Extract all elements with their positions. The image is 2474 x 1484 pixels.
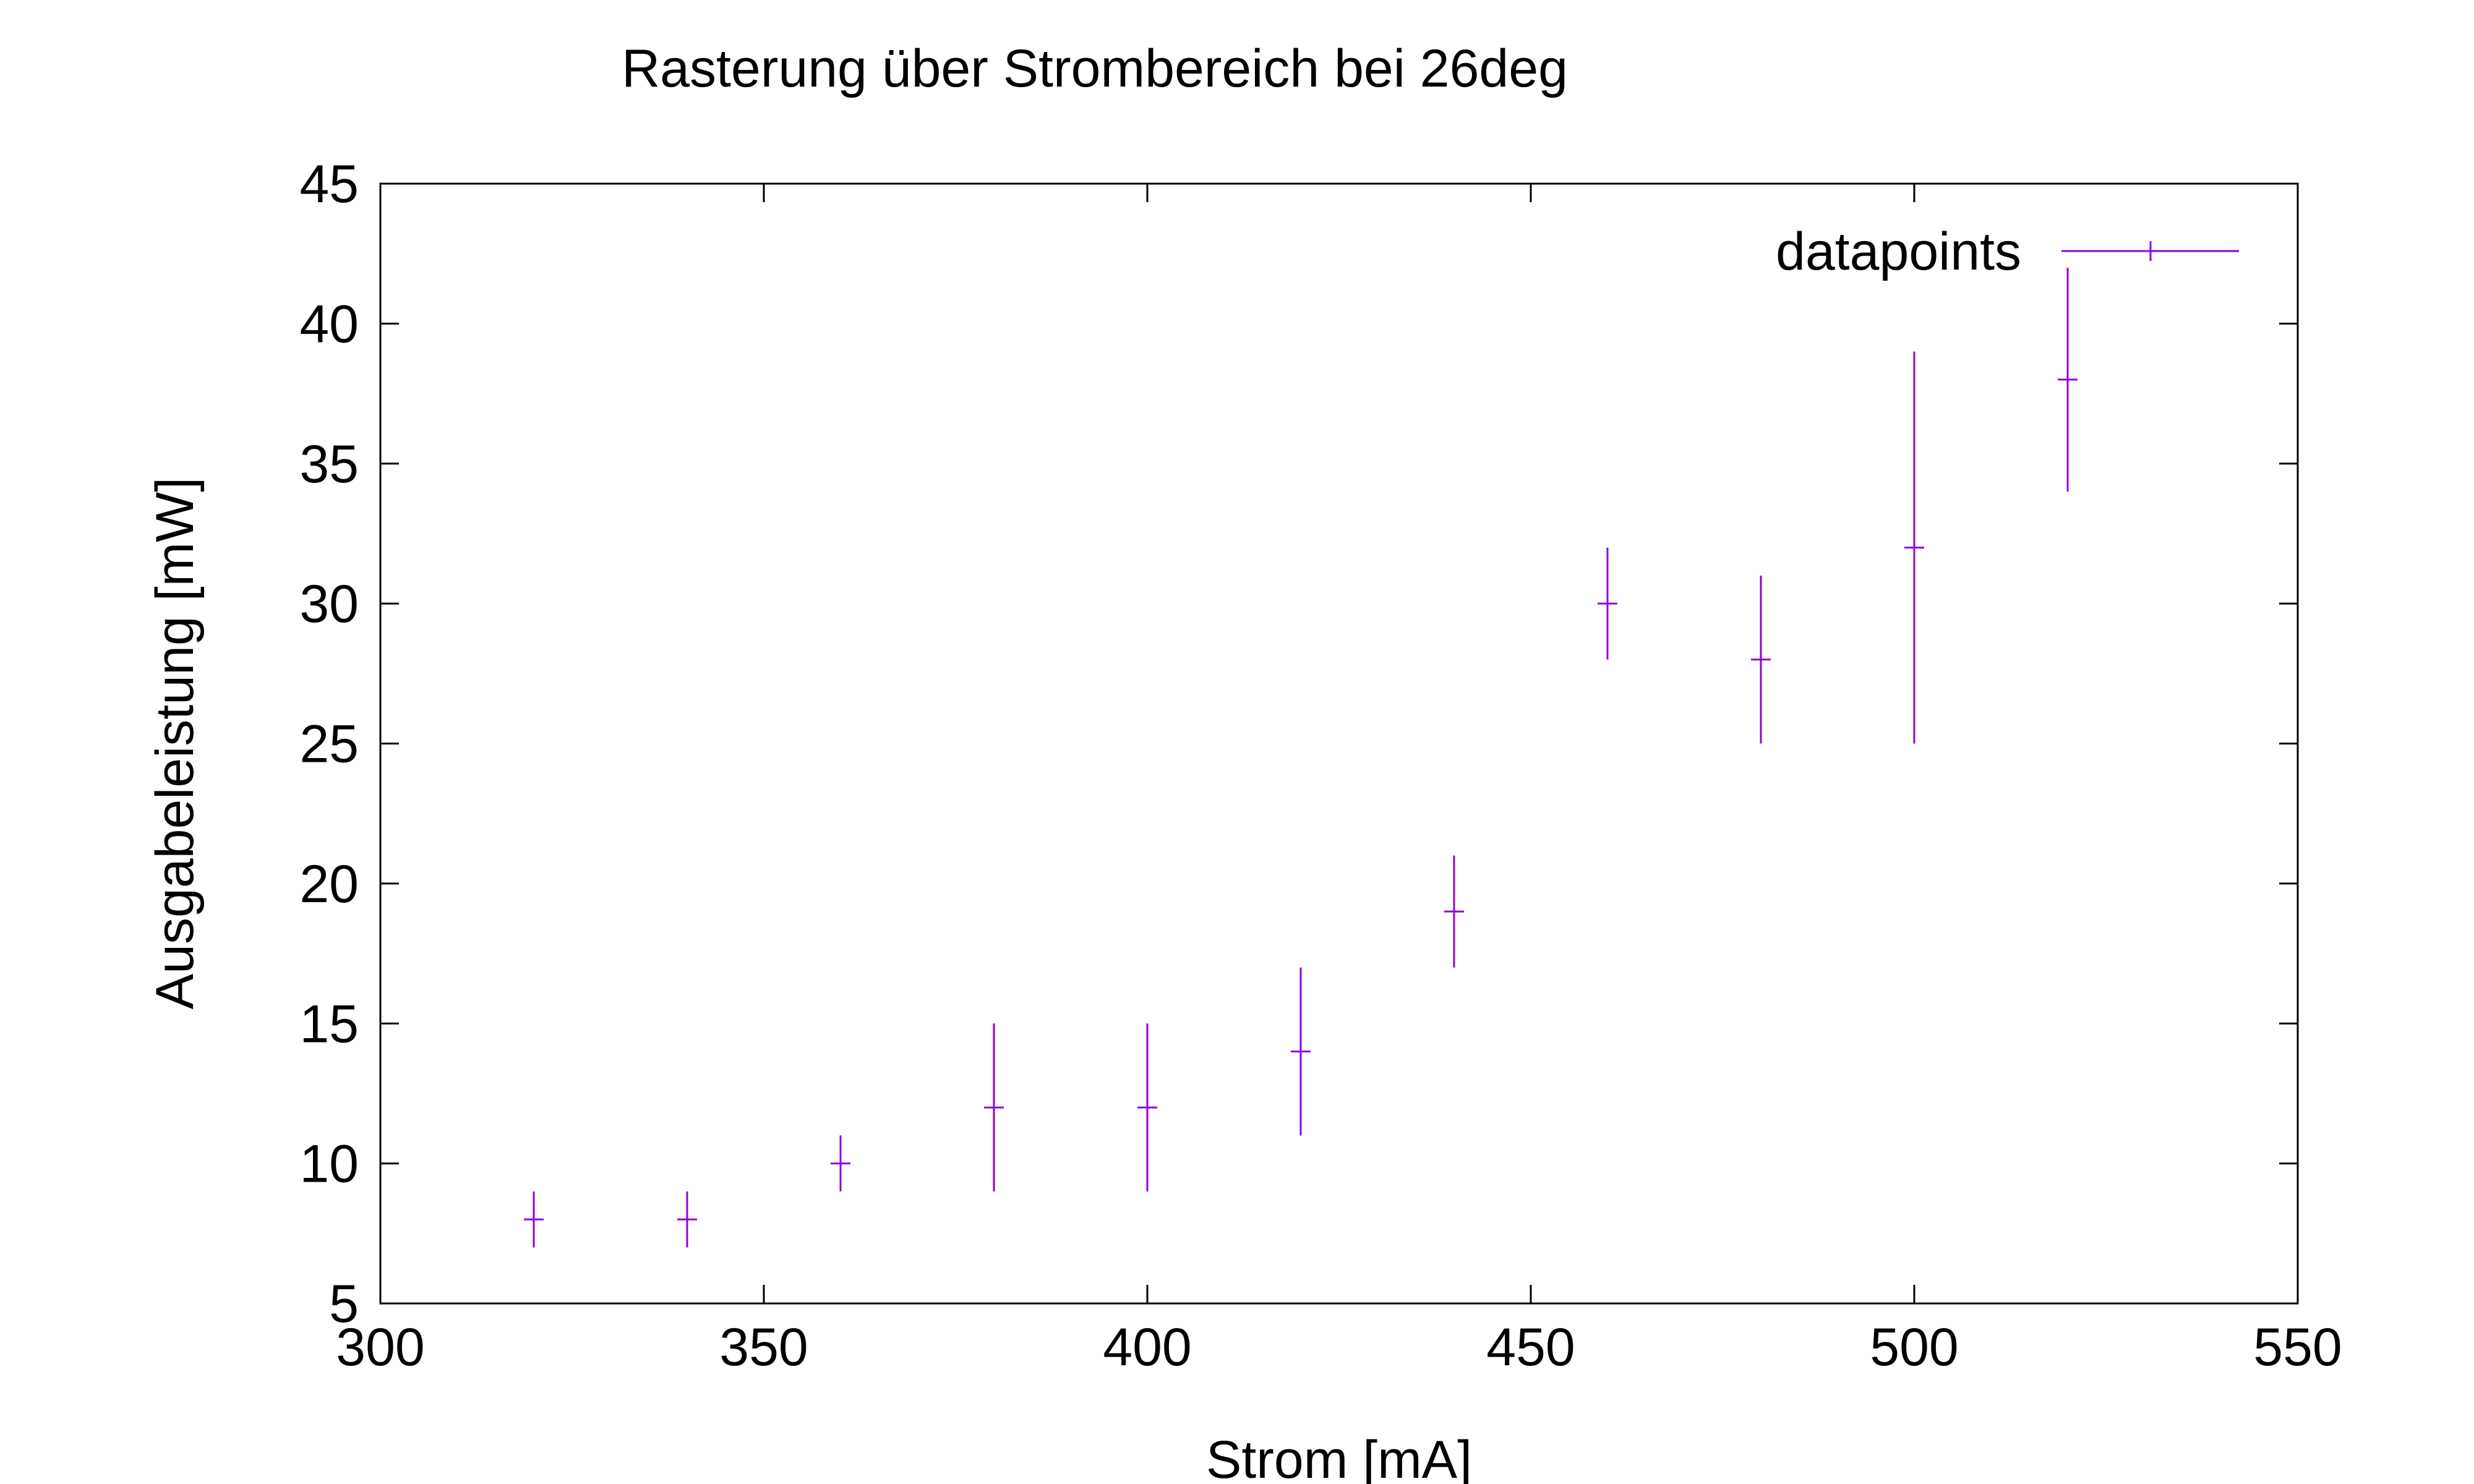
y-tick-label: 20 [299,855,359,914]
x-tick-label: 350 [719,1318,808,1377]
y-tick-label: 45 [299,155,359,214]
plot-frame [379,182,2299,1305]
y-tick-label: 10 [299,1135,359,1194]
x-tick-label: 500 [1870,1318,1959,1377]
data-point [831,1135,850,1192]
ticks-layer: 300 350 400 450 500 550 5 10 15 20 25 30 35 40 45 [299,155,2342,1377]
data-point [1137,1023,1157,1192]
data-point [2058,267,2078,492]
chart-title: Rasterung über Strombereich bei 26deg [622,39,1568,98]
x-tick-label: 400 [1103,1318,1192,1377]
y-axis-title: Ausgabeleistung [mW] [145,477,205,1009]
y-tick-label: 35 [299,435,359,494]
data-point [1598,547,1617,660]
data-point [1904,351,1924,744]
legend-label: datapoints [1776,222,2021,281]
legend: datapoints [1776,222,2239,281]
x-axis-title: Strom [mA] [1206,1430,1472,1484]
data-point [1751,575,1771,744]
y-tick-label: 5 [329,1274,359,1334]
x-tick-label: 450 [1486,1318,1575,1377]
data-point [984,1023,1004,1192]
data-point [677,1191,697,1248]
y-tick-label: 30 [299,574,359,634]
x-tick-label: 300 [336,1318,425,1377]
data-point [1291,967,1311,1136]
data-point [1444,855,1464,968]
data-point [524,1191,544,1248]
x-tick-label: 550 [2253,1318,2342,1377]
y-tick-label: 40 [299,294,359,354]
y-tick-label: 25 [299,715,359,774]
y-tick-label: 15 [299,994,359,1054]
series-layer [524,267,2078,1248]
